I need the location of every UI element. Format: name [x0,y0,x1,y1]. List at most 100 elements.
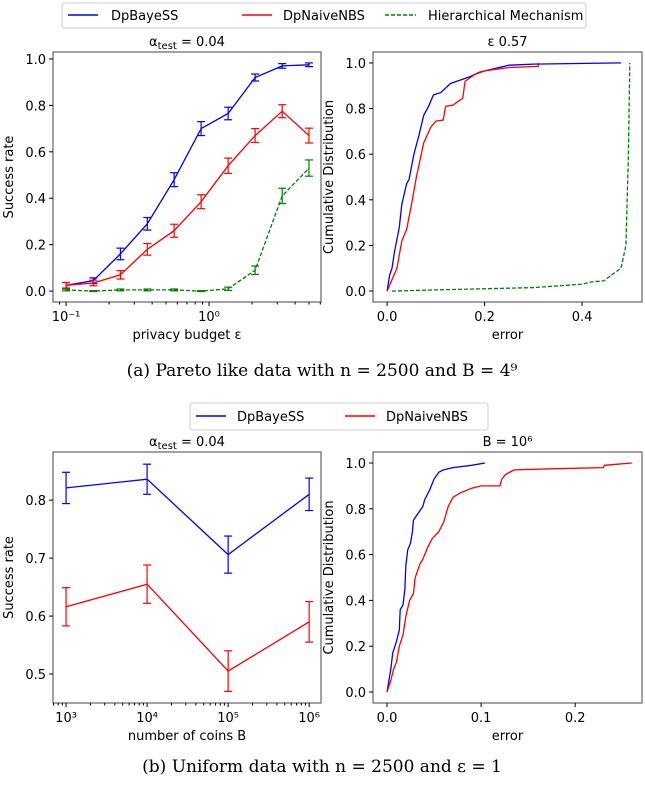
y-tick-label: 0.8 [25,99,46,114]
y-tick-label: 0.7 [25,552,46,567]
error-bar [170,288,179,292]
error-bar [278,187,287,205]
y-tick-label: 0.6 [345,148,366,163]
series-dpnaivenbs [62,104,313,289]
y-axis-label: Cumulative Distribution [322,100,337,254]
error-bar [170,172,179,188]
series-line [65,583,310,672]
y-tick-label: 0.2 [25,239,46,254]
error-bar [251,265,260,275]
error-bar [62,587,71,627]
series-hierarchical-mechanism [62,159,313,293]
x-tick-label: 0.2 [565,711,586,726]
error-bar [197,194,206,210]
error-bar [143,216,152,231]
y-tick-label: 0.2 [345,239,366,254]
series-line [66,478,310,556]
caption-a: (a) Pareto like data with n = 2500 and B… [127,361,518,381]
x-tick-label: 0.2 [474,310,495,325]
error-bar [224,650,233,693]
chart-2: 10³ 10⁴ 10⁵ 10⁶ 0.5 0.6 0.7 0.8 number of coins … [2,435,322,744]
error-bar [197,121,206,137]
legend-top: DpBayeSS DpNaiveNBS Hierarchical Mechani… [61,2,587,29]
chart-1: 0.0 0.2 0.4 0.0 0.2 0.4 0.6 0.8 1.0 error Cumulati… [322,35,643,343]
error-bar [278,63,287,69]
x-tick-label: 0.0 [377,711,398,726]
y-tick-label: 0.2 [345,640,366,655]
error-bar [278,104,287,119]
y-tick-label: 0.4 [25,192,46,207]
legend-bottom: DpBayeSS DpNaiveNBS [189,402,489,431]
series-hierarchical-mechanism [391,62,631,292]
y-axis-label: Success rate [2,136,17,219]
error-bar [89,290,98,293]
series-dpbayess [62,463,314,574]
y-tick-label: 0.5 [25,668,46,683]
series-line [386,462,486,693]
plot-area [52,451,322,704]
error-bar [116,270,125,280]
chart-title: ε 0.57 [487,35,527,50]
chart-title: αtest = 0.04 [149,35,225,52]
caption-b: (b) Uniform data with n = 2500 and ε = 1 [142,757,502,777]
error-bar [251,73,260,82]
chart-title-rest: = 0.04 [177,435,225,450]
legend-label-dpbayess: DpBayeSS [111,9,178,24]
chart-title-sub: test [158,441,177,452]
x-axis-label: privacy budget ε [132,328,241,343]
series-line [66,167,310,292]
error-bar [305,600,314,643]
x-axis-label: number of coins B [128,729,246,744]
error-bar [143,564,152,604]
error-bar [62,288,71,292]
error-bar [170,223,179,238]
chart-3: 0.0 0.1 0.2 0.0 0.2 0.4 0.6 0.8 1.0 error Cumulati… [322,435,643,744]
error-bar [197,290,206,293]
series-dpbayess [62,62,313,289]
chart-title-main: B = 10⁶ [483,435,533,450]
y-tick-label: 0.0 [345,686,366,701]
plot-area [372,51,643,303]
legend-label-dpbayess: DpBayeSS [237,410,304,425]
x-axis-label: error [492,328,524,343]
series-line [391,62,631,292]
legend-label-hierarchical: Hierarchical Mechanism [428,9,583,24]
legend-label-dpnaivenbs: DpNaiveNBS [386,410,468,425]
chart-title-sub: test [158,41,177,52]
legend-label-dpnaivenbs: DpNaiveNBS [283,9,365,24]
error-bar [224,106,233,121]
y-tick-label: 1.0 [25,53,46,68]
y-axis-label: Success rate [2,536,17,619]
error-bar [143,463,152,495]
x-tick-label: 10⁻¹ [52,310,81,325]
series-dpnaivenbs [386,62,539,292]
y-tick-label: 0.6 [25,610,46,625]
y-tick-label: 1.0 [345,457,366,472]
x-tick-label: 10⁰ [198,310,220,325]
chart-title: B = 10⁶ [483,435,533,450]
y-tick-label: 0.6 [25,146,46,161]
chart-0: 10⁻¹ 10⁰ 0.0 0.2 0.4 0.6 0.8 1.0 privacy budget … [2,35,322,343]
error-bar [116,288,125,292]
chart-title-main: α [149,435,158,450]
series-dpbayess [386,62,622,292]
y-tick-label: 0.8 [345,503,366,518]
x-axis-label: error [492,729,524,744]
error-bar [251,128,260,144]
y-tick-label: 0.0 [25,285,46,300]
error-bar [62,471,71,505]
x-tick-label: 10³ [55,711,77,726]
error-bar [305,477,314,512]
error-bar [304,62,313,68]
error-bar [143,242,152,256]
series-line [386,62,622,292]
x-tick-label: 0.0 [377,310,398,325]
x-tick-label: 0.4 [572,310,593,325]
y-tick-label: 0.6 [345,549,366,564]
series-dpnaivenbs [386,462,632,693]
y-tick-label: 0.8 [25,494,46,509]
error-bar [224,286,233,291]
error-bar [304,127,313,144]
y-tick-label: 0.4 [345,594,366,609]
